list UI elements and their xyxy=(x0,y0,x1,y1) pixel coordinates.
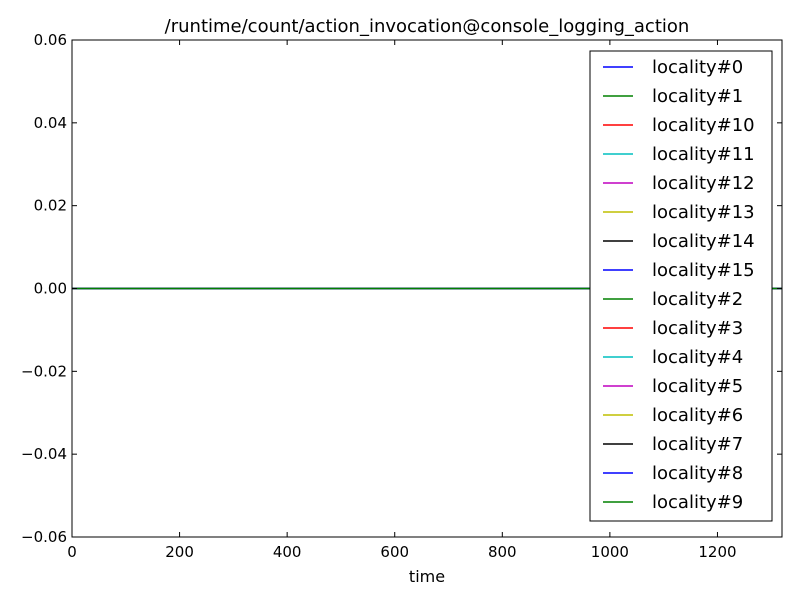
x-tick-label: 600 xyxy=(380,543,409,561)
legend-label: locality#7 xyxy=(652,434,743,455)
x-tick-label: 200 xyxy=(165,543,194,561)
y-tick-label: 0.02 xyxy=(34,197,67,215)
y-tick-label: 0.00 xyxy=(34,280,67,298)
legend-label: locality#3 xyxy=(652,318,743,339)
x-tick-label: 1000 xyxy=(591,543,629,561)
legend-label: locality#4 xyxy=(652,347,743,368)
y-tick-label: −0.06 xyxy=(21,528,67,546)
legend-label: locality#15 xyxy=(652,260,755,281)
y-tick-label: 0.04 xyxy=(34,114,67,132)
legend-label: locality#14 xyxy=(652,231,755,252)
x-axis-label: time xyxy=(409,567,445,586)
x-tick-label: 400 xyxy=(273,543,302,561)
legend-label: locality#11 xyxy=(652,144,755,165)
legend-label: locality#1 xyxy=(652,86,743,107)
chart-title: /runtime/count/action_invocation@console… xyxy=(165,16,690,37)
legend-label: locality#13 xyxy=(652,202,755,223)
legend-label: locality#9 xyxy=(652,492,743,513)
legend-label: locality#0 xyxy=(652,57,743,78)
legend-label: locality#5 xyxy=(652,376,743,397)
y-tick-label: 0.06 xyxy=(34,31,67,49)
legend-label: locality#12 xyxy=(652,173,755,194)
axes-layer: 0 200 400 600 800 1000 1200 −0.06 −0.04 −0.02 0.00… xyxy=(21,31,783,561)
y-tick-label: −0.04 xyxy=(21,445,67,463)
legend-label: locality#6 xyxy=(652,405,743,426)
legend-box xyxy=(589,50,773,522)
y-tick-label: −0.02 xyxy=(21,362,67,380)
legend-label: locality#10 xyxy=(652,115,755,136)
x-tick-label: 1200 xyxy=(698,543,736,561)
x-tick-label: 0 xyxy=(67,543,77,561)
legend-label: locality#8 xyxy=(652,463,743,484)
x-tick-label: 800 xyxy=(488,543,517,561)
legend-label: locality#2 xyxy=(652,289,743,310)
legend: locality#0 locality#1 locality#10 locality#… xyxy=(589,50,773,522)
